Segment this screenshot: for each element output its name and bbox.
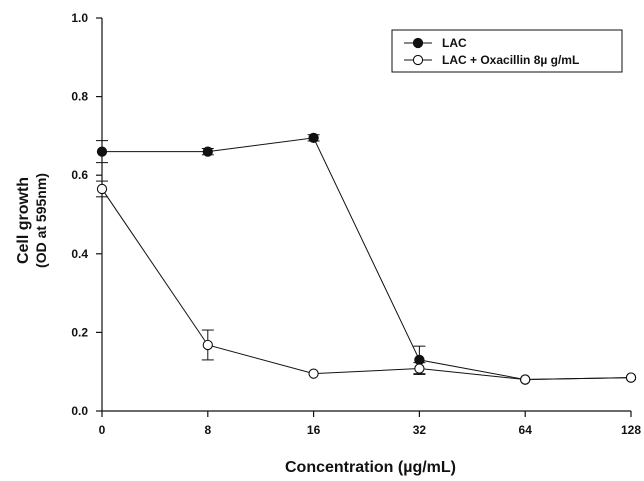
legend-marker — [412, 54, 424, 66]
y-tick-label: 0.4 — [71, 247, 88, 261]
x-tick-label: 32 — [413, 423, 427, 437]
data-point — [96, 183, 108, 195]
data-point — [202, 339, 213, 351]
series-line — [102, 137, 632, 381]
y-axis-title: Cell growth — [15, 177, 32, 264]
data-point — [202, 146, 213, 157]
x-axis-ticks: 0 8 16 32 64 128 — [99, 411, 641, 437]
y-tick-label: 0.8 — [71, 90, 88, 104]
y-tick-label: 0.6 — [71, 168, 88, 182]
data-point — [625, 372, 637, 383]
legend-item: LAC — [404, 36, 467, 50]
series-1 — [96, 132, 637, 385]
legend-item: LAC + Oxacillin 8µ g/mL — [404, 53, 579, 67]
data-point — [414, 363, 425, 374]
legend-marker — [412, 37, 424, 49]
x-tick-label: 0 — [99, 423, 106, 437]
legend-label: LAC + Oxacillin 8µ g/mL — [442, 53, 579, 67]
data-point — [308, 368, 319, 379]
y-axis-ticks: 0.0 0.2 0.4 0.6 0.8 1.0 — [71, 11, 102, 418]
data-point — [520, 374, 531, 385]
x-tick-label: 16 — [307, 423, 321, 437]
y-tick-label: 1.0 — [71, 11, 88, 25]
data-point — [308, 132, 319, 144]
y-tick-label: 0.2 — [71, 325, 88, 339]
y-tick-label: 0.0 — [71, 404, 88, 418]
x-axis-title: Concentration (µg/mL) — [285, 459, 456, 476]
y-axis-subtitle: (OD at 595nm) — [33, 173, 49, 268]
series-line — [101, 188, 632, 381]
x-tick-label: 128 — [621, 423, 641, 437]
axes — [101, 18, 631, 412]
data-point — [96, 146, 108, 157]
series-layer — [96, 132, 637, 385]
x-tick-label: 64 — [519, 423, 533, 437]
x-tick-label: 8 — [204, 423, 211, 437]
legend-box — [391, 29, 623, 73]
legend: LAC LAC + Oxacillin 8µ g/mL — [391, 29, 623, 73]
series-2 — [96, 180, 637, 385]
legend-label: LAC — [442, 36, 467, 50]
